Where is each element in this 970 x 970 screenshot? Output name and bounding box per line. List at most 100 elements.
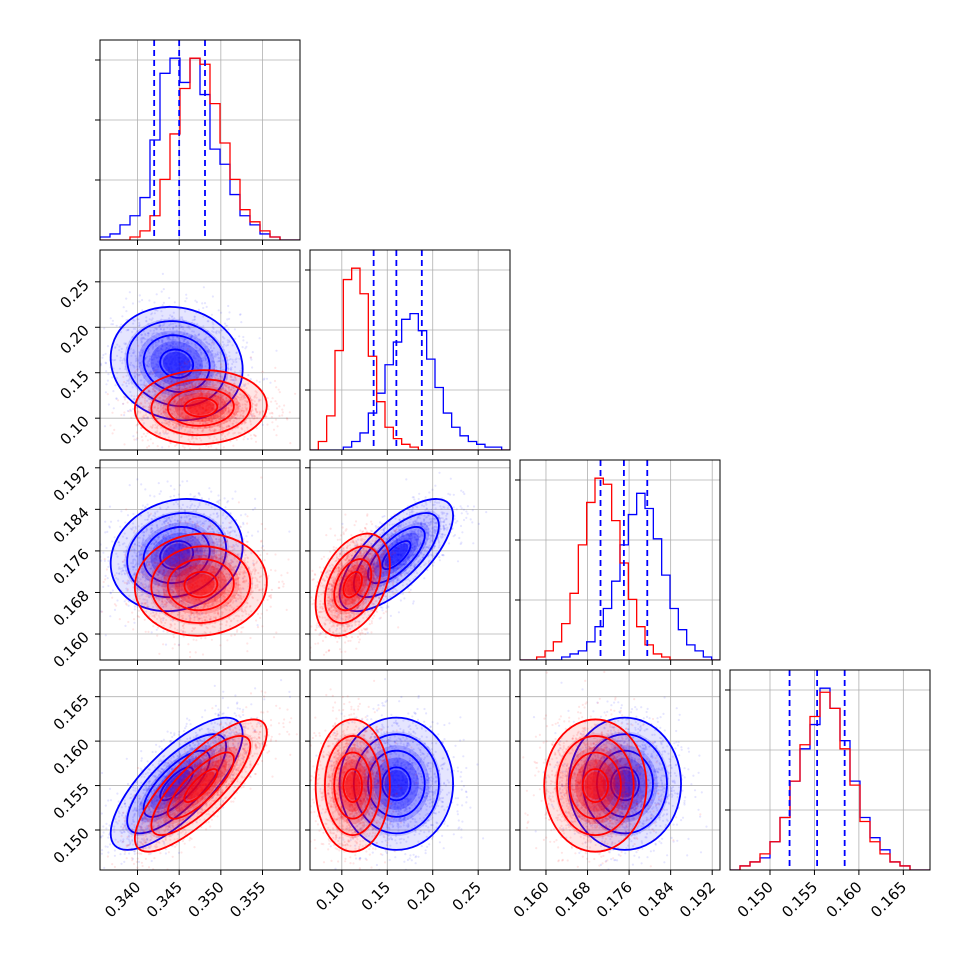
scatter-point [176,386,179,389]
scatter-point [169,314,172,317]
scatter-point [122,402,125,405]
scatter-point [203,417,207,420]
scatter-point [206,350,209,353]
scatter-point [147,334,150,337]
scatter-point [212,340,215,343]
scatter-point [208,391,211,394]
scatter-point [197,359,200,362]
scatter-point [176,404,179,407]
scatter-point [141,351,144,355]
scatter-point [210,344,213,347]
scatter-point [204,365,207,368]
scatter-point [223,322,227,325]
scatter-point [213,365,216,368]
scatter-point [140,435,143,438]
scatter-point [275,407,279,410]
scatter-point [158,381,162,384]
scatter-point [106,530,109,533]
scatter-point [212,354,216,358]
scatter-point [178,340,181,343]
scatter-point [209,381,212,384]
scatter-point [168,397,171,400]
scatter-point [210,374,213,377]
scatter-point [194,343,197,346]
scatter-point [210,374,213,377]
scatter-point [251,534,254,537]
scatter-point [139,371,142,374]
scatter-point [141,405,144,408]
scatter-point [168,377,171,380]
scatter-point [159,490,162,493]
scatter-point [107,403,110,406]
scatter-point [232,378,235,381]
scatter-point [231,362,234,366]
scatter-point [219,375,222,378]
scatter-point [191,335,194,338]
scatter-point [140,349,143,352]
scatter-point [214,352,217,356]
scatter-point [167,336,171,339]
scatter-point [135,431,138,434]
scatter-point [211,342,214,345]
scatter-point [152,394,156,397]
scatter-point [154,374,157,377]
scatter-point [204,358,207,361]
scatter-point [152,353,155,356]
scatter-point [234,337,237,340]
scatter-point [169,328,172,331]
scatter-point [274,418,278,421]
scatter-point [155,363,158,367]
scatter-point [176,380,179,383]
scatter-point [170,341,173,344]
scatter-point [178,340,181,343]
scatter-point [212,356,215,359]
scatter-point [243,385,246,388]
scatter-point [155,368,158,371]
scatter-point [196,367,200,370]
scatter-point [204,359,207,362]
scatter-point [97,388,99,390]
scatter-point [200,352,203,355]
scatter-point [123,411,126,414]
scatter-point [152,367,155,370]
scatter-point [195,437,199,441]
scatter-point [185,342,188,345]
scatter-point [172,633,175,636]
scatter-point [151,339,154,342]
scatter-point [211,349,214,352]
scatter-point [202,286,205,289]
scatter-point [198,332,201,336]
scatter-point [136,478,139,481]
scatter-point [190,321,194,324]
scatter-point [147,322,150,325]
scatter-point [140,508,143,511]
scatter-point [122,306,125,309]
scatter-point [147,398,150,401]
scatter-point [146,417,150,420]
scatter-point [289,442,292,445]
scatter-point [169,407,172,411]
scatter-point [182,328,185,331]
scatter-point [163,327,166,331]
scatter-point [201,371,204,374]
scatter-point [137,373,140,376]
scatter-point [187,350,190,353]
scatter-point [183,385,186,388]
hist-step-red [310,267,510,450]
scatter-point [181,319,184,322]
scatter-point [182,368,185,371]
scatter-point [227,363,230,366]
scatter-point [145,417,148,420]
scatter-point [160,347,163,350]
scatter-point [180,336,183,339]
scatter-point [218,357,221,360]
scatter-point [119,525,122,528]
scatter-point [146,432,149,435]
scatter-point [165,342,168,346]
scatter-point [202,358,205,361]
scatter-point [120,350,123,354]
scatter-point [234,358,237,361]
scatter-point [139,361,142,364]
scatter-point [153,389,156,392]
scatter-point [169,344,172,347]
